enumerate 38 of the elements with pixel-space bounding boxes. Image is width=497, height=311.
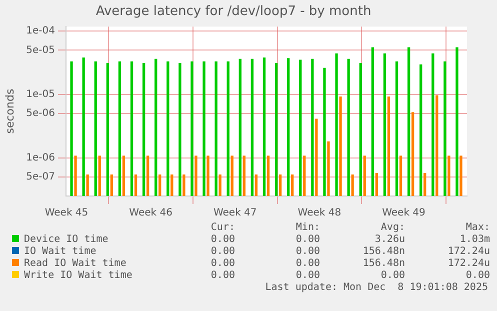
text: 1.03m	[458, 234, 490, 246]
text: 0.00	[294, 258, 320, 270]
y-tick-label: 5e-05	[26, 44, 55, 56]
text: 0.00	[210, 270, 235, 282]
text: Min:	[294, 222, 320, 234]
text: 0.00	[210, 246, 235, 258]
y-tick-label: 5e-07	[26, 172, 55, 183]
text: 156.48n	[362, 246, 405, 258]
y-tick-label: 5e-06	[26, 108, 55, 120]
text: 0.00	[464, 270, 490, 282]
text: 0.00	[380, 270, 405, 282]
text: 0.00	[294, 270, 320, 282]
y-tick-label: 1e-04	[26, 26, 55, 37]
y-axis-title: seconds	[3, 88, 16, 134]
x-tick-label: Week 45	[44, 208, 88, 219]
x-tick-label: Week 47	[213, 208, 257, 219]
text: Max:	[464, 222, 490, 234]
text: 172.24u	[446, 258, 490, 270]
legend-label: Write IO Wait time	[24, 270, 134, 282]
x-tick-label: Week 48	[298, 208, 342, 219]
text: 172.24u	[446, 246, 490, 258]
legend-label: Device IO time	[24, 234, 110, 246]
chart-title: Average latency for /dev/loop7 - by month	[96, 4, 372, 20]
text: 0.00	[294, 234, 320, 246]
text: 156.48n	[362, 258, 405, 270]
y-tick-label: 1e-06	[26, 152, 55, 164]
text: 0.00	[294, 246, 320, 258]
x-tick-label: Week 49	[382, 208, 426, 219]
legend-label: Read IO Wait time	[24, 258, 128, 270]
text: 0.00	[210, 234, 235, 246]
text: 3.26u	[374, 234, 405, 246]
text: 0.00	[210, 258, 235, 270]
y-tick-label: 1e-05	[26, 89, 55, 100]
text: Last update: Mon Dec 8 19:01:08 2025	[264, 282, 488, 294]
legend-label: IO Wait time	[24, 246, 98, 258]
text: Cur:	[210, 222, 235, 234]
text: Avg:	[380, 222, 405, 234]
x-tick-label: Week 46	[129, 208, 172, 219]
